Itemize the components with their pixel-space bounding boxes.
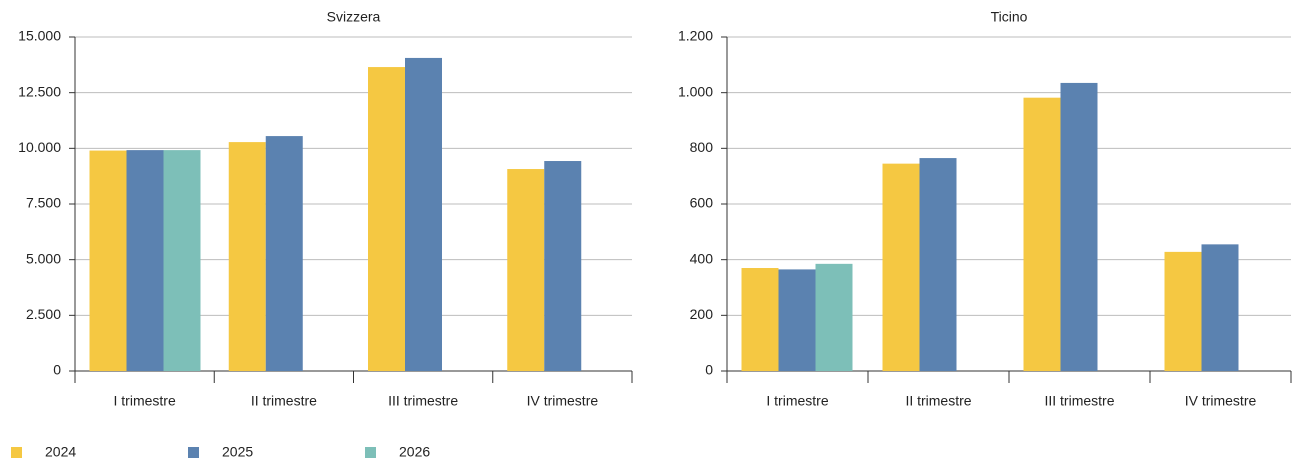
bar [741, 268, 779, 371]
x-tick-label: I trimestre [766, 393, 828, 409]
x-tick-label: II trimestre [251, 393, 317, 409]
legend-label: 2025 [222, 444, 253, 460]
bar [1201, 244, 1239, 371]
legend-swatch [11, 447, 22, 458]
y-tick-label: 7.500 [26, 195, 61, 211]
legend-label: 2026 [399, 444, 430, 460]
x-tick-label: III trimestre [388, 393, 458, 409]
bar [1060, 82, 1098, 372]
bar [405, 57, 442, 372]
y-tick-label: 15.000 [18, 28, 61, 44]
y-tick-label: 0 [53, 362, 61, 378]
y-tick-label: 10.000 [18, 139, 61, 155]
x-tick-label: I trimestre [114, 393, 176, 409]
y-tick-label: 2.500 [26, 306, 61, 322]
bar [1023, 97, 1061, 371]
bar [507, 169, 545, 371]
y-tick-label: 800 [690, 139, 714, 155]
legend-swatch [365, 447, 376, 458]
y-tick-label: 0 [705, 362, 713, 378]
x-tick-label: IV trimestre [1185, 393, 1257, 409]
bar [265, 136, 303, 371]
y-tick-label: 1.200 [678, 28, 713, 44]
y-tick-label: 400 [690, 250, 714, 266]
bar [228, 142, 266, 371]
x-tick-label: IV trimestre [527, 393, 599, 409]
y-tick-label: 200 [690, 306, 714, 322]
chart-title: Svizzera [327, 9, 381, 25]
bar [163, 150, 201, 371]
y-tick-label: 12.500 [18, 83, 61, 99]
bar [89, 150, 127, 371]
x-tick-label: III trimestre [1044, 393, 1114, 409]
bar [1164, 251, 1202, 371]
bar [126, 150, 164, 371]
y-tick-label: 1.000 [678, 83, 713, 99]
x-tick-label: II trimestre [905, 393, 971, 409]
bar [815, 263, 853, 371]
legend-label: 2024 [45, 444, 76, 460]
bar [778, 269, 816, 371]
bar [919, 158, 957, 371]
bar [882, 163, 920, 371]
chart-title: Ticino [991, 9, 1028, 25]
y-tick-label: 600 [690, 195, 714, 211]
bar [544, 161, 582, 371]
legend-swatch [188, 447, 199, 458]
y-tick-label: 5.000 [26, 250, 61, 266]
bar [368, 67, 405, 371]
